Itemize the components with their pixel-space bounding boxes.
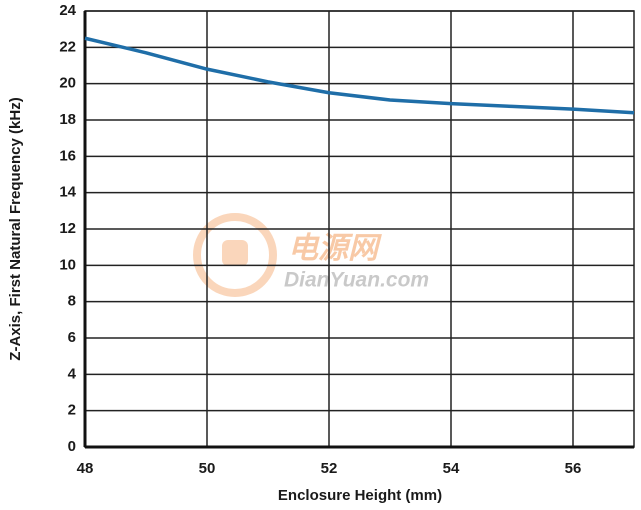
y-tick-label: 4 — [68, 365, 77, 382]
y-tick-label: 0 — [68, 438, 76, 455]
y-tick-label: 6 — [68, 329, 76, 346]
y-axis-label: Z-Axis, First Natural Frequency (kHz) — [7, 97, 24, 360]
y-tick-label: 18 — [59, 111, 76, 128]
watermark-site: DianYuan.com — [284, 269, 429, 292]
data-line — [84, 36, 635, 115]
y-tick-label: 24 — [59, 2, 76, 19]
y-tick-label: 10 — [59, 256, 76, 273]
y-tick-label: 12 — [59, 220, 76, 237]
watermark: 电源网 DianYuan.com — [193, 213, 429, 297]
y-tick-label: 20 — [59, 75, 76, 92]
x-axis-label: Enclosure Height (mm) — [278, 487, 442, 504]
y-tick-label: 14 — [59, 184, 76, 201]
y-tick-label: 2 — [68, 402, 76, 419]
y-tick-label: 8 — [68, 293, 76, 310]
x-tick-label: 54 — [443, 460, 460, 477]
x-tick-label: 50 — [199, 460, 216, 477]
x-tick-label: 48 — [77, 460, 94, 477]
watermark-logo — [193, 213, 277, 297]
x-tick-label: 52 — [321, 460, 338, 477]
x-tick-label: 56 — [565, 460, 582, 477]
y-tick-label: 16 — [59, 147, 76, 164]
watermark-plug — [222, 240, 248, 266]
watermark-title: 电源网 — [288, 232, 382, 265]
y-tick-label: 22 — [59, 38, 76, 55]
